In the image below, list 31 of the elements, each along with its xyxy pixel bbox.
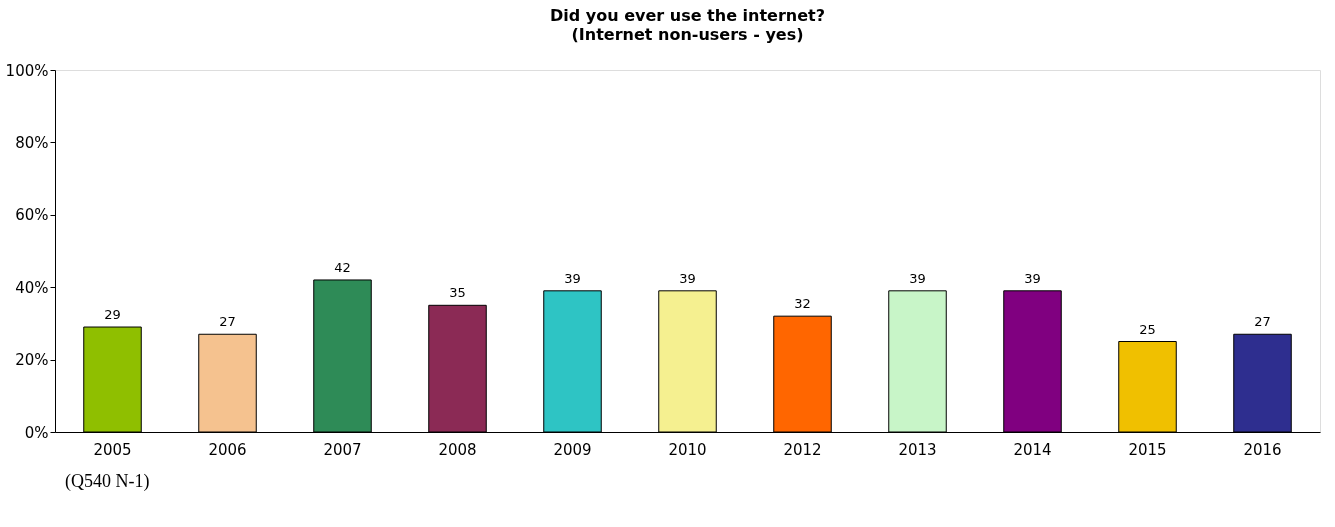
chart-title: Did you ever use the internet?	[550, 6, 825, 25]
y-tick-label: 20%	[15, 351, 49, 370]
data-label: 35	[449, 285, 466, 301]
x-tick-label: 2015	[1128, 440, 1167, 459]
y-tick-label: 40%	[15, 278, 49, 297]
data-label: 27	[1254, 314, 1271, 330]
y-tick-label: 60%	[15, 206, 49, 225]
x-tick-label: 2012	[783, 440, 822, 459]
data-label: 39	[564, 270, 581, 286]
x-tick-label: 2009	[553, 440, 592, 459]
x-tick-label: 2010	[668, 440, 707, 459]
y-tick-label: 0%	[24, 423, 49, 442]
x-tick-label: 2014	[1013, 440, 1052, 459]
x-tick-label: 2016	[1243, 440, 1282, 459]
data-label: 29	[104, 307, 121, 323]
x-tick-label: 2013	[898, 440, 937, 459]
text: (Q540 N-1)	[65, 471, 150, 492]
data-label: 32	[794, 296, 811, 312]
x-tick-label: 2006	[208, 440, 247, 459]
y-tick-label: 100%	[5, 61, 49, 80]
data-label: 39	[1024, 270, 1041, 286]
data-label: 27	[219, 314, 236, 330]
chart-subtitle: (Internet non-users - yes)	[571, 25, 804, 44]
data-label: 39	[909, 270, 926, 286]
y-tick-label: 80%	[15, 133, 49, 152]
x-tick-label: 2007	[323, 440, 362, 459]
data-label: 39	[679, 270, 696, 286]
x-tick-label: 2005	[93, 440, 132, 459]
x-tick-label: 2008	[438, 440, 477, 459]
data-label: 42	[334, 259, 351, 275]
data-label: 25	[1139, 321, 1156, 337]
